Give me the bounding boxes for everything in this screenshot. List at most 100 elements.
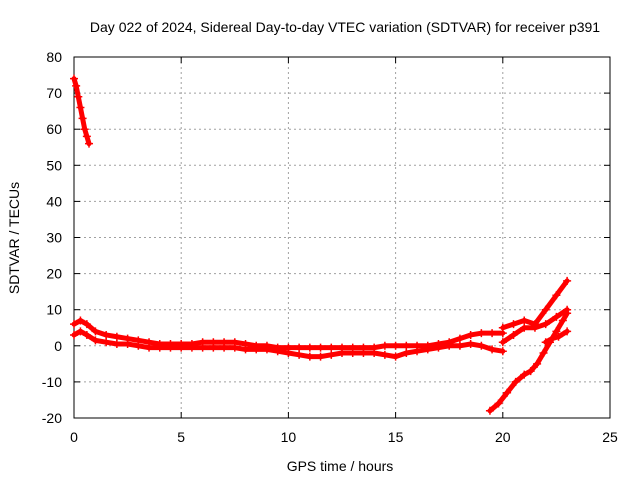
- data-point: [488, 329, 497, 338]
- data-point: [402, 341, 411, 350]
- data-point: [520, 323, 529, 332]
- data-segment: [556, 328, 570, 340]
- data-point: [123, 339, 132, 348]
- data-point: [327, 350, 336, 359]
- series-rising-upper: [498, 276, 572, 332]
- x-tick-label: 20: [495, 429, 511, 445]
- chart-title: Day 022 of 2024, Sidereal Day-to-day VTE…: [90, 19, 600, 35]
- data-point: [455, 334, 464, 343]
- data-point: [552, 312, 561, 321]
- data-series: [70, 74, 572, 415]
- data-point: [533, 359, 542, 368]
- data-point: [85, 139, 94, 148]
- data-point: [445, 341, 454, 350]
- data-point: [402, 349, 411, 358]
- data-point: [530, 323, 539, 332]
- y-tick-label: 30: [46, 230, 62, 246]
- data-point: [511, 377, 520, 386]
- data-point: [305, 352, 314, 361]
- y-tick-label: -20: [42, 410, 62, 426]
- x-tick-label: 0: [70, 429, 78, 445]
- y-axis-label: SDTVAR / TECUs: [6, 182, 22, 294]
- y-tick-labels: -20 -10 0 10 20 30 40 50 60 70 80: [42, 49, 62, 426]
- data-point: [209, 343, 218, 352]
- data-point: [102, 330, 111, 339]
- data-point: [70, 320, 78, 329]
- data-segment: [543, 292, 559, 313]
- data-point: [70, 330, 78, 339]
- data-point: [498, 347, 507, 356]
- data-point: [526, 367, 535, 376]
- y-tick-label: 50: [46, 157, 62, 173]
- data-point: [76, 103, 85, 112]
- data-point: [391, 352, 400, 361]
- data-point: [488, 345, 497, 354]
- grid-lines: [74, 57, 610, 418]
- data-point: [552, 327, 561, 336]
- data-point: [494, 399, 503, 408]
- data-point: [391, 341, 400, 350]
- data-point: [145, 343, 154, 352]
- data-point: [112, 332, 121, 341]
- data-point: [284, 349, 293, 358]
- data-point: [262, 345, 271, 354]
- data-point: [82, 132, 91, 141]
- data-point: [485, 406, 494, 415]
- data-point: [316, 352, 325, 361]
- data-point: [563, 327, 572, 336]
- data-point: [198, 343, 207, 352]
- data-point: [359, 349, 368, 358]
- data-point: [466, 330, 475, 339]
- data-point: [477, 341, 486, 350]
- data-point: [503, 388, 512, 397]
- data-point: [498, 338, 507, 347]
- data-point: [134, 341, 143, 350]
- data-point: [74, 92, 83, 101]
- data-point: [434, 343, 443, 352]
- data-point: [541, 320, 550, 329]
- data-point: [455, 341, 464, 350]
- data-point: [72, 81, 81, 90]
- data-point: [305, 343, 314, 352]
- data-point: [76, 316, 85, 325]
- x-axis-label: GPS time / hours: [287, 458, 394, 474]
- data-point: [498, 323, 507, 332]
- data-point: [520, 370, 529, 379]
- data-point: [327, 343, 336, 352]
- x-tick-labels: 0 5 10 15 20 25: [70, 429, 618, 445]
- x-tick-label: 5: [177, 429, 185, 445]
- series-near-zero-band-upper: [70, 316, 507, 352]
- data-point: [316, 343, 325, 352]
- data-point: [545, 338, 554, 347]
- data-segment: [532, 307, 549, 327]
- y-tick-label: 80: [46, 49, 62, 65]
- y-tick-label: 60: [46, 121, 62, 137]
- y-tick-label: 70: [46, 85, 62, 101]
- data-point: [112, 339, 121, 348]
- y-tick-label: 20: [46, 266, 62, 282]
- data-point: [295, 343, 304, 352]
- data-point: [477, 329, 486, 338]
- data-point: [370, 349, 379, 358]
- data-point: [541, 305, 550, 314]
- data-point: [539, 349, 548, 358]
- data-segment: [553, 307, 570, 320]
- data-point: [380, 350, 389, 359]
- data-segment: [553, 278, 570, 298]
- data-point: [241, 345, 250, 354]
- data-point: [220, 343, 229, 352]
- data-point: [187, 343, 196, 352]
- data-point: [82, 330, 91, 339]
- y-tick-label: -10: [42, 374, 62, 390]
- x-tick-label: 15: [388, 429, 404, 445]
- data-point: [563, 276, 572, 285]
- data-point: [252, 345, 261, 354]
- data-point: [380, 341, 389, 350]
- data-point: [78, 114, 87, 123]
- data-point: [348, 349, 357, 358]
- data-point: [177, 343, 186, 352]
- data-point: [509, 320, 518, 329]
- y-tick-label: 0: [54, 338, 62, 354]
